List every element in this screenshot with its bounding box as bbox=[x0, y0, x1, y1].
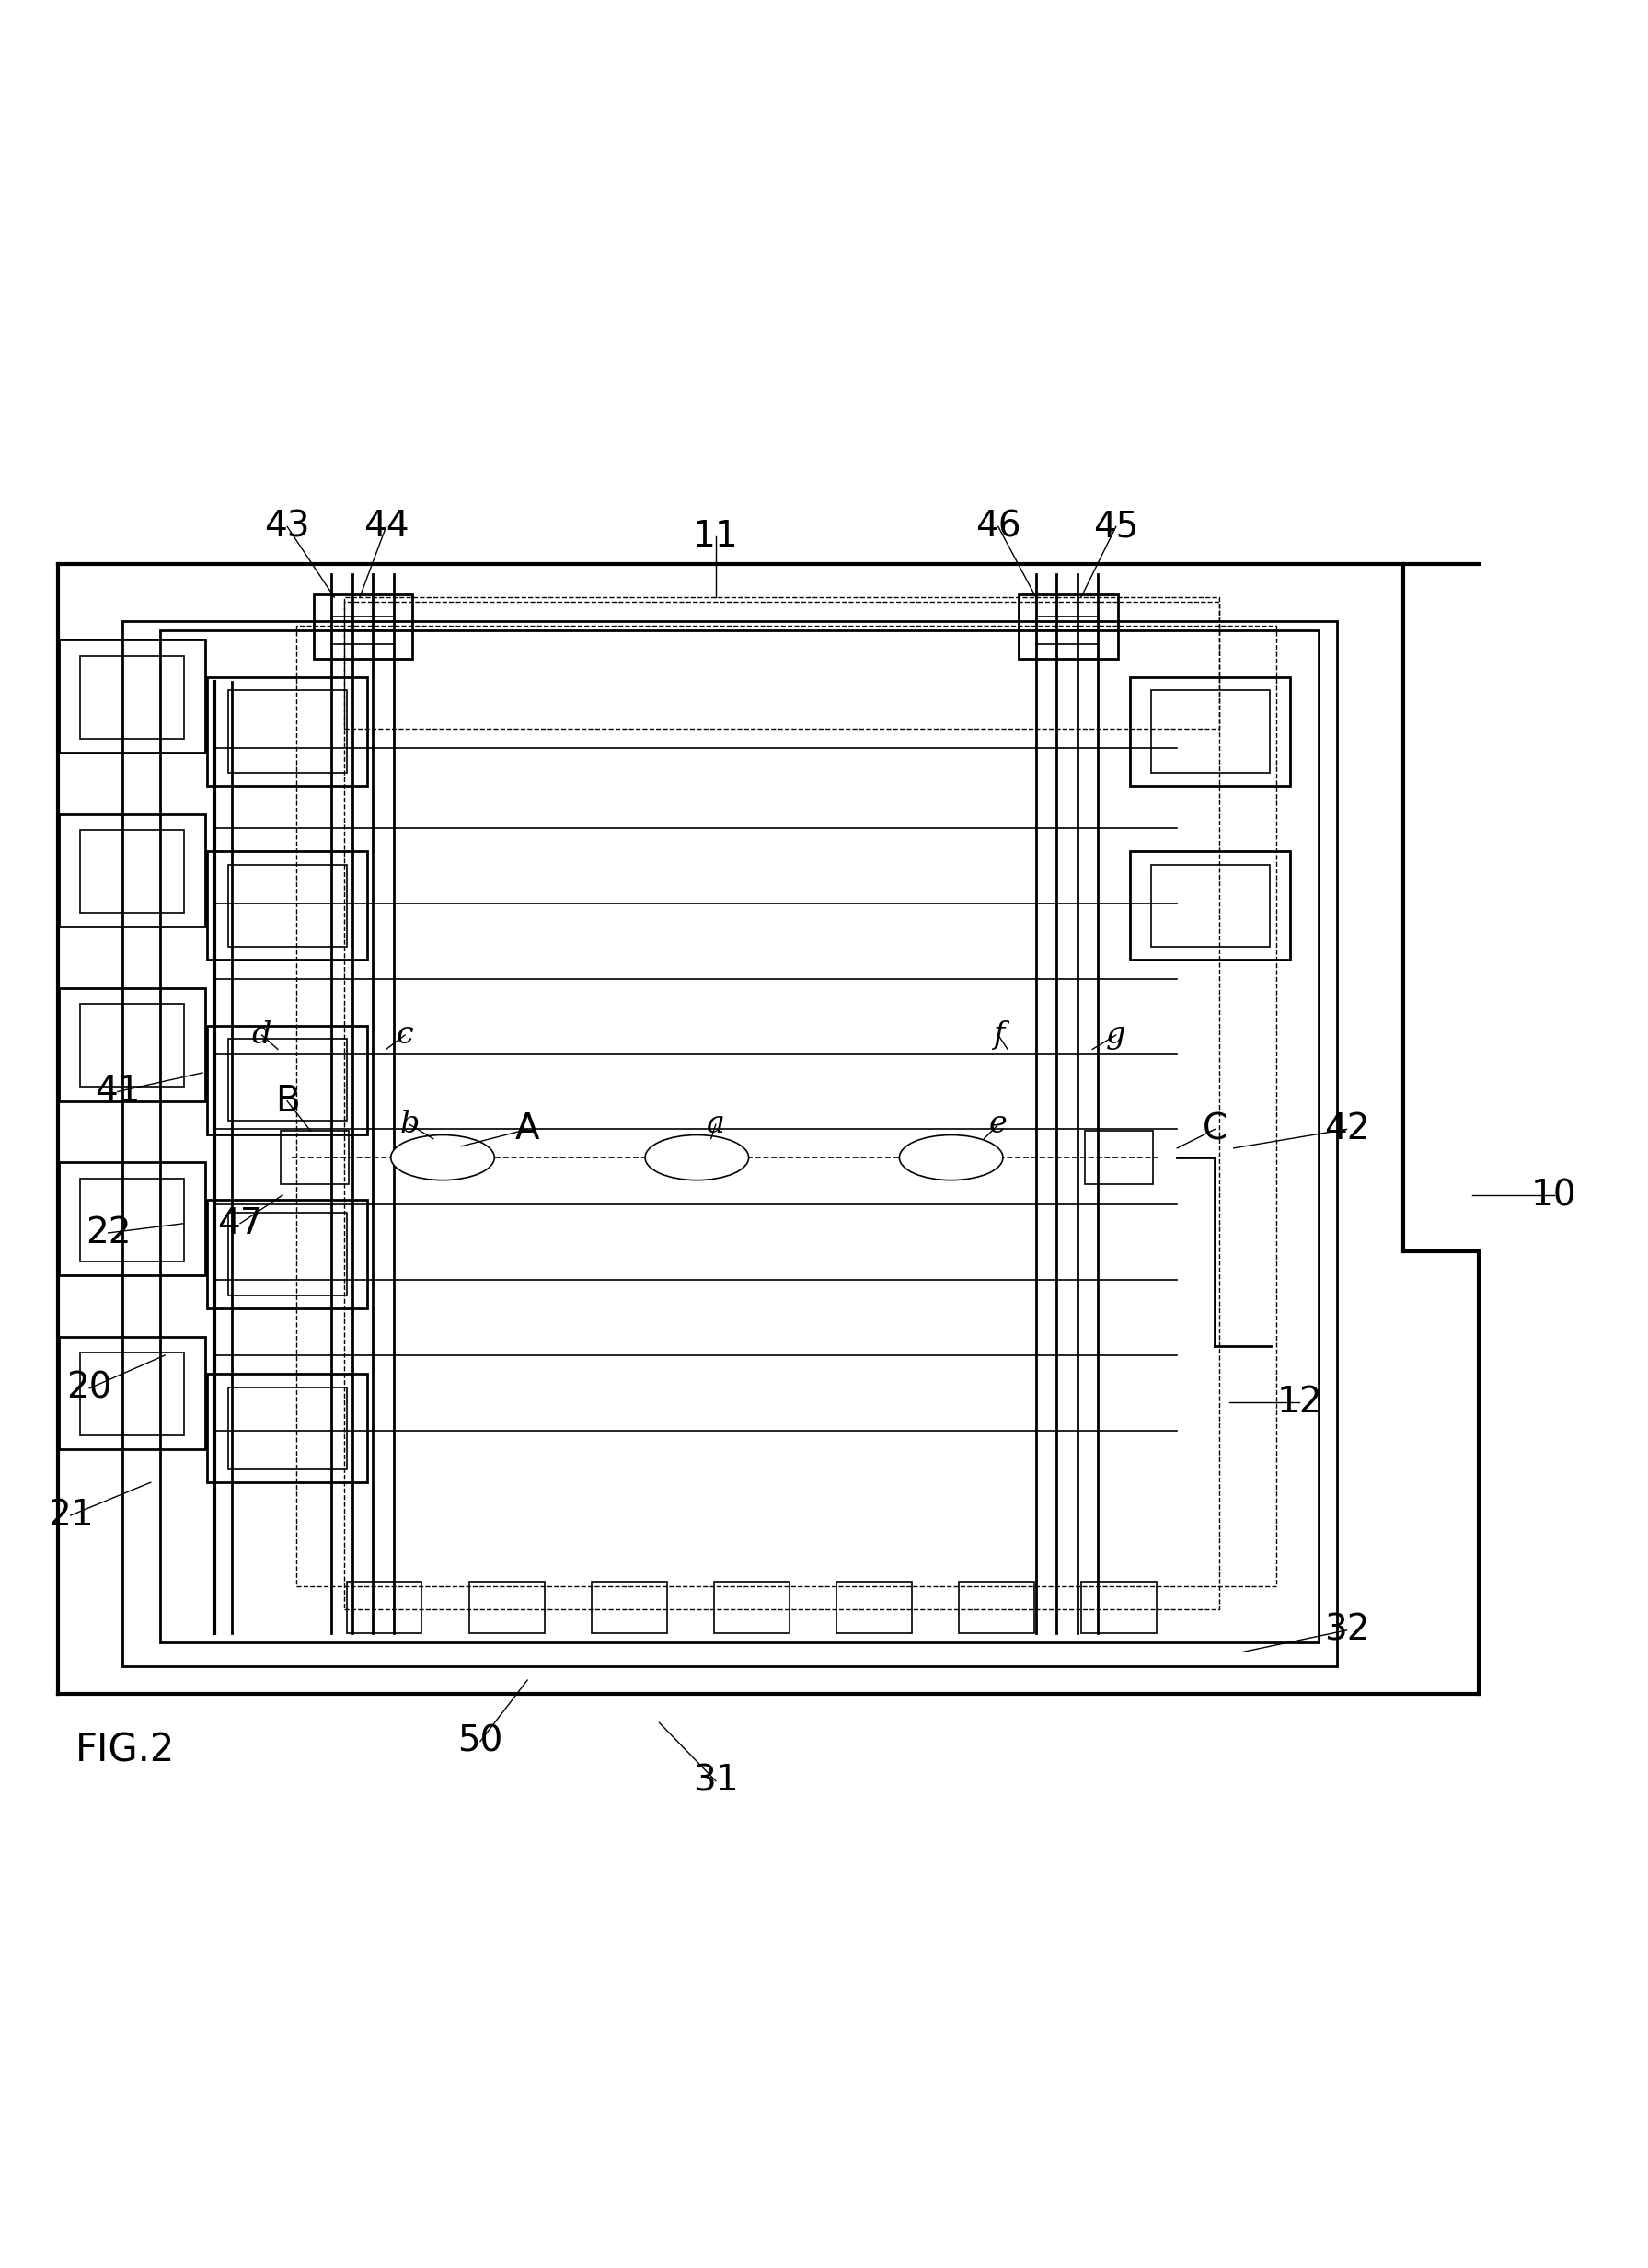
Text: a: a bbox=[707, 1109, 725, 1139]
Bar bbox=[160, 631, 1318, 1642]
Text: 43: 43 bbox=[264, 508, 310, 544]
Bar bbox=[297, 626, 1276, 1585]
Text: d: d bbox=[252, 1021, 272, 1050]
Text: A: A bbox=[516, 1111, 539, 1148]
Bar bbox=[59, 1336, 206, 1449]
Ellipse shape bbox=[391, 1134, 494, 1179]
Bar bbox=[227, 1213, 346, 1295]
Text: 32: 32 bbox=[1323, 1613, 1369, 1649]
Text: B: B bbox=[275, 1084, 300, 1118]
Bar bbox=[208, 1025, 368, 1134]
Bar bbox=[81, 1005, 183, 1086]
Bar bbox=[959, 1581, 1033, 1633]
Bar bbox=[81, 1179, 183, 1261]
Bar bbox=[346, 1581, 422, 1633]
Bar bbox=[208, 1374, 368, 1483]
Bar bbox=[208, 678, 368, 785]
Text: 22: 22 bbox=[86, 1216, 132, 1250]
Bar bbox=[836, 1581, 911, 1633]
Bar bbox=[1081, 1581, 1157, 1633]
Bar bbox=[59, 640, 206, 753]
Bar bbox=[59, 814, 206, 928]
Text: 10: 10 bbox=[1531, 1177, 1577, 1213]
Text: 41: 41 bbox=[96, 1075, 140, 1109]
Text: c: c bbox=[396, 1021, 414, 1050]
Bar bbox=[227, 864, 346, 946]
Bar bbox=[313, 594, 412, 658]
Bar bbox=[59, 1161, 206, 1275]
Text: FIG.2: FIG.2 bbox=[76, 1730, 175, 1769]
Bar bbox=[344, 601, 1220, 1610]
Bar bbox=[227, 1388, 346, 1470]
Text: 21: 21 bbox=[48, 1497, 94, 1533]
Bar bbox=[1131, 850, 1290, 959]
Text: 11: 11 bbox=[692, 519, 738, 553]
Bar bbox=[227, 1039, 346, 1120]
Text: g: g bbox=[1106, 1021, 1126, 1050]
Bar bbox=[81, 655, 183, 739]
Text: 46: 46 bbox=[976, 508, 1022, 544]
Bar bbox=[344, 596, 1220, 728]
Bar bbox=[227, 689, 346, 773]
Text: 47: 47 bbox=[218, 1207, 264, 1241]
Text: 45: 45 bbox=[1093, 508, 1139, 544]
Bar bbox=[1131, 678, 1290, 785]
Bar bbox=[81, 1352, 183, 1436]
Text: C: C bbox=[1203, 1111, 1228, 1148]
Bar bbox=[1084, 1132, 1152, 1184]
Text: 42: 42 bbox=[1323, 1111, 1369, 1148]
Ellipse shape bbox=[644, 1134, 748, 1179]
Bar bbox=[470, 1581, 544, 1633]
Bar bbox=[1150, 689, 1269, 773]
Text: b: b bbox=[400, 1109, 420, 1139]
Text: 20: 20 bbox=[66, 1370, 112, 1406]
Bar bbox=[592, 1581, 667, 1633]
Bar bbox=[208, 1200, 368, 1309]
Bar bbox=[1150, 864, 1269, 946]
Bar bbox=[1018, 594, 1117, 658]
Text: 12: 12 bbox=[1277, 1386, 1322, 1420]
Ellipse shape bbox=[900, 1134, 1004, 1179]
Text: f: f bbox=[992, 1021, 1004, 1050]
Bar bbox=[81, 830, 183, 912]
Bar bbox=[280, 1132, 348, 1184]
Text: 50: 50 bbox=[458, 1724, 503, 1760]
Text: 44: 44 bbox=[363, 508, 409, 544]
Bar bbox=[122, 621, 1337, 1667]
Bar bbox=[714, 1581, 789, 1633]
Bar bbox=[208, 850, 368, 959]
Bar bbox=[59, 989, 206, 1100]
Text: 31: 31 bbox=[692, 1765, 738, 1799]
Text: e: e bbox=[989, 1109, 1007, 1139]
